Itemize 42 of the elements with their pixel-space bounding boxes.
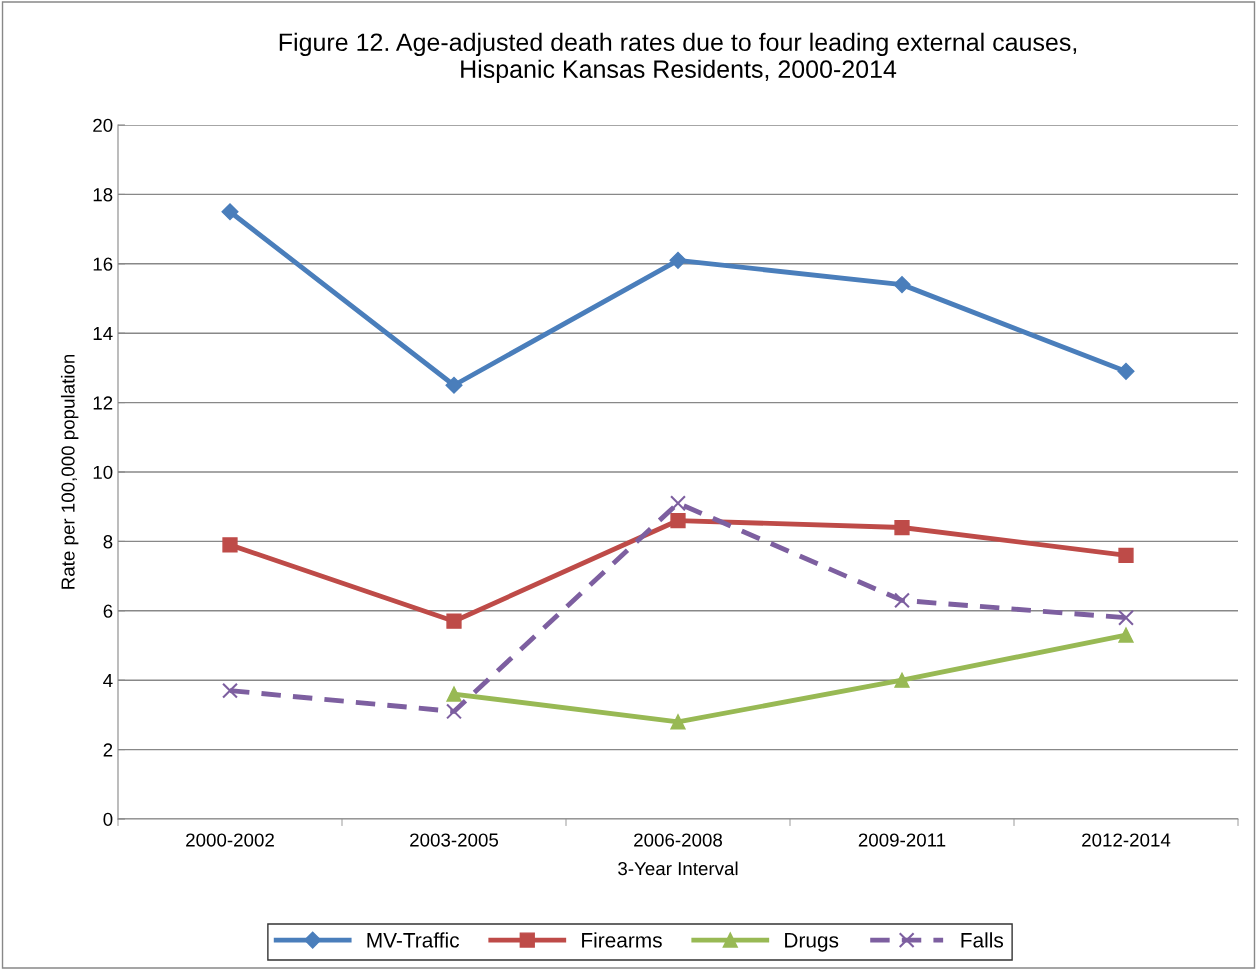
y-tick-label: 16 xyxy=(93,257,113,271)
point xyxy=(446,703,462,720)
point xyxy=(221,203,239,221)
point xyxy=(1118,627,1134,643)
point xyxy=(1118,609,1134,626)
y-tick-label: 12 xyxy=(93,396,113,410)
y-tick-label: 18 xyxy=(93,188,113,202)
y-tick-label: 14 xyxy=(93,327,113,340)
y-tick-label: 0 xyxy=(103,812,113,826)
y-tick-label: 4 xyxy=(103,674,113,687)
x-axis-title: 3-Year Interval xyxy=(618,861,738,876)
y-tick-label: 20 xyxy=(93,118,113,132)
point xyxy=(670,714,686,730)
point xyxy=(893,276,911,294)
point xyxy=(1117,362,1135,380)
point xyxy=(445,376,463,394)
x-tick-label: 2012-2014 xyxy=(1082,833,1171,847)
y-tick-label: 8 xyxy=(103,535,113,549)
point xyxy=(894,519,910,536)
y-tick-label: 10 xyxy=(93,465,113,479)
point xyxy=(1118,547,1134,563)
chart-title: Figure 12. Age-adjusted death rates due to four leading external causes, Hispanic Kansas Residents, 2000-2014 xyxy=(279,32,1077,83)
point xyxy=(222,537,238,553)
x-tick-label: 2006-2008 xyxy=(634,833,723,847)
legend-label: MV-Traffic xyxy=(367,932,460,948)
point xyxy=(894,592,910,609)
x-tick-label: 2009-2011 xyxy=(858,833,946,847)
point xyxy=(670,495,686,512)
point xyxy=(222,682,238,699)
x-tick-label: 2000-2002 xyxy=(186,833,274,847)
y-tick-label: 2 xyxy=(103,743,113,757)
legend-label: Falls xyxy=(961,932,1004,948)
legend-label: Firearms xyxy=(582,932,662,948)
point xyxy=(446,613,462,629)
point xyxy=(669,251,687,269)
y-axis-title: Rate per 100,000 population xyxy=(60,354,79,589)
legend-label: Drugs xyxy=(785,933,839,952)
point xyxy=(670,512,686,529)
y-tick-label: 6 xyxy=(103,604,113,618)
x-tick-label: 2003-2005 xyxy=(410,833,499,847)
point xyxy=(446,686,462,702)
point xyxy=(894,672,910,688)
